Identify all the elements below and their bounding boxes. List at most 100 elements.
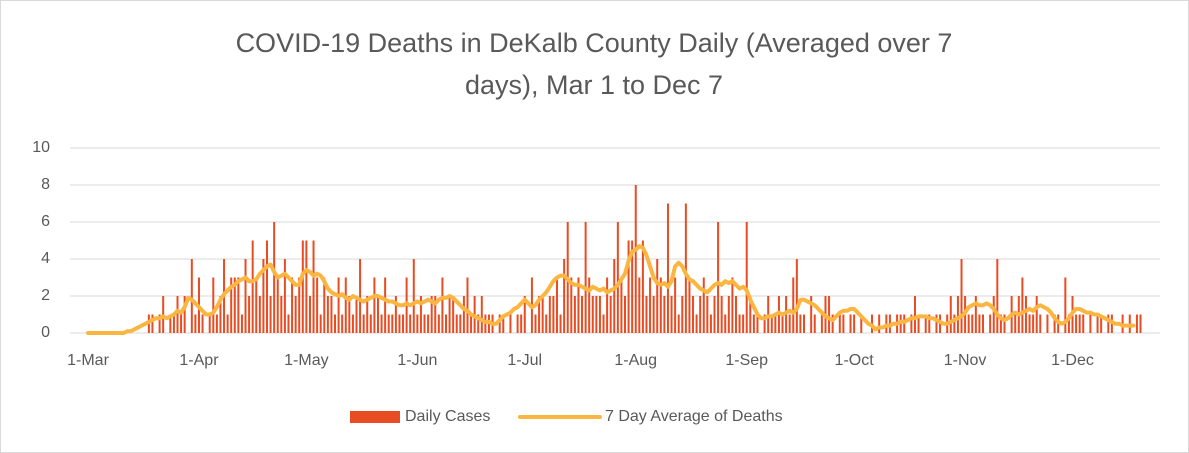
bar <box>910 314 913 333</box>
bar <box>552 296 555 333</box>
bar <box>928 314 931 333</box>
bar <box>158 314 161 333</box>
bar <box>1135 314 1138 333</box>
bar <box>799 314 802 333</box>
bar <box>344 277 347 333</box>
bar <box>960 259 963 333</box>
bar <box>645 296 648 333</box>
bar <box>312 240 315 333</box>
bar <box>953 314 956 333</box>
bar <box>419 296 422 333</box>
bar <box>169 314 172 333</box>
bar <box>391 314 394 333</box>
bar <box>409 314 412 333</box>
bar <box>373 277 376 333</box>
bar <box>452 296 455 333</box>
bar <box>1096 314 1099 333</box>
bar <box>1039 314 1042 333</box>
bar <box>502 314 505 333</box>
x-tick-label: 1-Jul <box>507 352 542 369</box>
y-tick-label: 0 <box>41 324 50 341</box>
bar <box>402 314 405 333</box>
bar <box>219 296 222 333</box>
bar <box>523 296 526 333</box>
bar <box>860 314 863 333</box>
bar <box>717 222 720 333</box>
bar <box>412 259 415 333</box>
bar <box>1003 314 1006 333</box>
y-tick-label: 6 <box>41 213 50 230</box>
bar <box>588 277 591 333</box>
bar <box>466 277 469 333</box>
bar <box>520 314 523 333</box>
bar <box>230 277 233 333</box>
bar <box>362 314 365 333</box>
bar <box>1082 314 1085 333</box>
bar <box>459 314 462 333</box>
bar <box>1028 314 1031 333</box>
bar <box>183 296 186 333</box>
bar <box>294 296 297 333</box>
bar <box>731 277 734 333</box>
bar <box>738 314 741 333</box>
bar <box>602 314 605 333</box>
bar <box>842 314 845 333</box>
bar <box>634 185 637 333</box>
bar <box>323 277 326 333</box>
bar <box>151 314 154 333</box>
bar <box>534 314 537 333</box>
bar <box>1053 314 1056 333</box>
bar <box>992 296 995 333</box>
bar <box>831 314 834 333</box>
legend-label: 7 Day Average of Deaths <box>605 408 783 425</box>
bar <box>677 314 680 333</box>
bar <box>659 277 662 333</box>
bar <box>770 314 773 333</box>
bar <box>441 277 444 333</box>
bar <box>913 296 916 333</box>
bar <box>269 296 272 333</box>
bar <box>570 277 573 333</box>
bar <box>376 296 379 333</box>
bar <box>359 259 362 333</box>
bar <box>724 314 727 333</box>
bar <box>649 277 652 333</box>
bar <box>384 277 387 333</box>
bar <box>849 314 852 333</box>
bar <box>595 296 598 333</box>
bar <box>935 314 938 333</box>
bar <box>545 314 548 333</box>
bar <box>752 314 755 333</box>
bar <box>251 240 254 333</box>
bar <box>713 296 716 333</box>
x-tick-label: 1-Sep <box>725 352 768 369</box>
legend-swatch <box>350 411 400 423</box>
bar <box>989 314 992 333</box>
bar <box>305 240 308 333</box>
chart-title: COVID-19 Deaths in DeKalb County Daily (… <box>235 28 953 100</box>
bar <box>1075 314 1078 333</box>
bar <box>194 314 197 333</box>
bar <box>201 314 204 333</box>
bar <box>341 314 344 333</box>
y-tick-label: 10 <box>32 139 50 156</box>
x-tick-label: 1-Mar <box>67 352 109 369</box>
bar <box>598 296 601 333</box>
bar <box>423 314 426 333</box>
bar <box>573 296 576 333</box>
bar <box>283 259 286 333</box>
bar <box>763 314 766 333</box>
bar <box>387 314 390 333</box>
x-tick-label: 1-Dec <box>1051 352 1094 369</box>
bar <box>734 296 737 333</box>
bar <box>781 314 784 333</box>
bar <box>326 296 329 333</box>
bar <box>967 314 970 333</box>
bar <box>699 296 702 333</box>
legend-label: Daily Cases <box>405 408 490 425</box>
bar <box>638 277 641 333</box>
bar <box>606 277 609 333</box>
bar <box>330 296 333 333</box>
bar <box>1078 314 1081 333</box>
